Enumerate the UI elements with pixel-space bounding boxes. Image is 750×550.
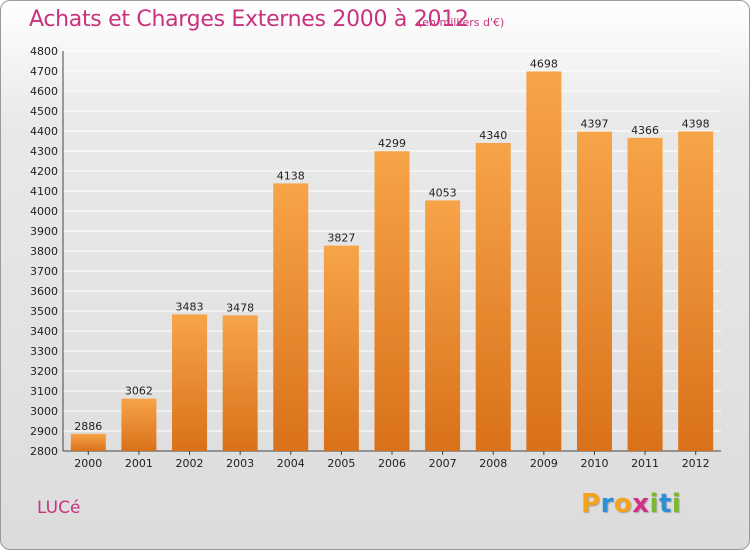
bar	[678, 131, 714, 451]
y-tick-label: 4500	[30, 105, 58, 118]
data-label: 3827	[327, 232, 355, 245]
data-label: 3478	[226, 301, 254, 314]
y-tick-label: 3800	[30, 245, 58, 258]
x-tick-label: 2005	[327, 457, 355, 470]
x-tick-label: 2012	[682, 457, 710, 470]
bar	[576, 131, 612, 451]
bar	[323, 245, 359, 451]
x-tick-label: 2006	[378, 457, 406, 470]
logo-letter: o	[613, 489, 633, 519]
y-tick-label: 4000	[30, 205, 58, 218]
bar	[475, 143, 511, 451]
bar	[627, 137, 663, 452]
y-tick-label: 3200	[30, 365, 58, 378]
commune-name: LUCé	[37, 498, 81, 518]
logo-letter: x	[632, 489, 650, 519]
y-tick-label: 3400	[30, 325, 58, 338]
data-label: 4340	[479, 129, 507, 142]
y-tick-label: 4600	[30, 85, 58, 98]
y-tick-label: 3700	[30, 265, 58, 278]
bar	[172, 314, 208, 451]
y-tick-label: 3000	[30, 405, 58, 418]
y-tick-label: 4100	[30, 185, 58, 198]
y-tick-label: 3100	[30, 385, 58, 398]
x-tick-label: 2011	[631, 457, 659, 470]
proxiti-logo: Proxiti	[581, 489, 681, 519]
bar	[425, 200, 461, 451]
chart-title: Achats et Charges Externes 2000 à 2012	[29, 7, 469, 32]
data-label: 4698	[530, 57, 558, 70]
x-tick-label: 2000	[74, 457, 102, 470]
logo-letter: P	[581, 489, 601, 519]
x-tick-label: 2004	[277, 457, 305, 470]
x-tick-label: 2003	[226, 457, 254, 470]
data-label: 4398	[682, 117, 710, 130]
data-label: 4138	[277, 169, 305, 182]
y-tick-label: 3500	[30, 305, 58, 318]
y-tick-label: 4700	[30, 65, 58, 78]
data-label: 3483	[176, 300, 204, 313]
x-tick-label: 2001	[125, 457, 153, 470]
y-tick-label: 4200	[30, 165, 58, 178]
x-tick-label: 2007	[429, 457, 457, 470]
data-label: 4366	[631, 124, 659, 137]
y-tick-label: 2900	[30, 425, 58, 438]
data-label: 4397	[580, 118, 608, 131]
y-tick-label: 4300	[30, 145, 58, 158]
y-tick-label: 3300	[30, 345, 58, 358]
y-tick-label: 2800	[30, 445, 58, 458]
y-tick-label: 3900	[30, 225, 58, 238]
x-tick-label: 2008	[479, 457, 507, 470]
logo-letter: i	[671, 489, 682, 519]
y-tick-label: 4800	[30, 45, 58, 58]
data-label: 3062	[125, 385, 153, 398]
x-tick-label: 2009	[530, 457, 558, 470]
y-tick-label: 3600	[30, 285, 58, 298]
logo-letter: i	[649, 489, 659, 519]
chart-subtitle: (en milliers d'€)	[418, 16, 505, 29]
data-label: 4299	[378, 137, 406, 150]
logo-letter: t	[658, 489, 672, 519]
logo-letter: r	[600, 489, 614, 519]
bar	[273, 183, 309, 451]
bar	[121, 398, 157, 451]
data-label: 2886	[74, 420, 102, 433]
x-tick-label: 2002	[176, 457, 204, 470]
data-label: 4053	[429, 186, 457, 199]
y-tick-label: 4400	[30, 125, 58, 138]
bar	[70, 433, 106, 451]
bar	[374, 151, 410, 451]
x-tick-label: 2010	[580, 457, 608, 470]
bar	[526, 71, 562, 452]
bar	[222, 315, 258, 451]
